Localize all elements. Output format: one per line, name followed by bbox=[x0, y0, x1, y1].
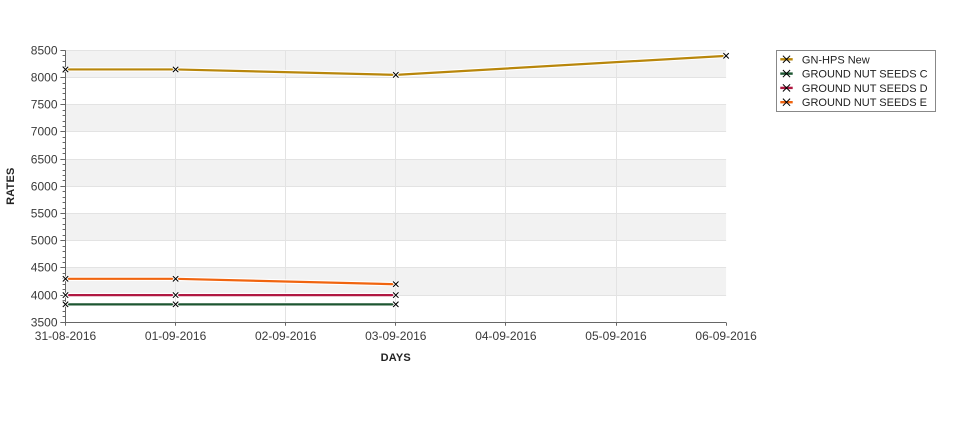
svg-text:03-09-2016: 03-09-2016 bbox=[365, 329, 427, 343]
svg-text:7000: 7000 bbox=[31, 125, 58, 139]
svg-text:06-09-2016: 06-09-2016 bbox=[695, 329, 757, 343]
svg-text:3500: 3500 bbox=[31, 316, 58, 330]
svg-text:5500: 5500 bbox=[31, 207, 58, 221]
svg-text:4000: 4000 bbox=[31, 289, 58, 303]
svg-text:5000: 5000 bbox=[31, 234, 58, 248]
svg-text:RATES: RATES bbox=[5, 167, 17, 204]
svg-text:6000: 6000 bbox=[31, 180, 58, 194]
svg-text:02-09-2016: 02-09-2016 bbox=[255, 329, 317, 343]
svg-text:DAYS: DAYS bbox=[381, 352, 411, 364]
svg-text:4500: 4500 bbox=[31, 261, 58, 275]
svg-text:8500: 8500 bbox=[31, 44, 58, 58]
svg-text:GROUND NUT SEEDS C: GROUND NUT SEEDS C bbox=[802, 69, 928, 81]
svg-text:GN-HPS New: GN-HPS New bbox=[802, 54, 870, 66]
svg-text:05-09-2016: 05-09-2016 bbox=[585, 329, 647, 343]
svg-text:GROUND NUT SEEDS E: GROUND NUT SEEDS E bbox=[802, 97, 927, 109]
svg-text:04-09-2016: 04-09-2016 bbox=[475, 329, 537, 343]
svg-text:8000: 8000 bbox=[31, 71, 58, 85]
svg-text:31-08-2016: 31-08-2016 bbox=[35, 329, 97, 343]
svg-text:7500: 7500 bbox=[31, 98, 58, 112]
svg-text:01-09-2016: 01-09-2016 bbox=[145, 329, 207, 343]
svg-text:6500: 6500 bbox=[31, 153, 58, 167]
svg-text:GROUND NUT SEEDS D: GROUND NUT SEEDS D bbox=[802, 83, 928, 95]
